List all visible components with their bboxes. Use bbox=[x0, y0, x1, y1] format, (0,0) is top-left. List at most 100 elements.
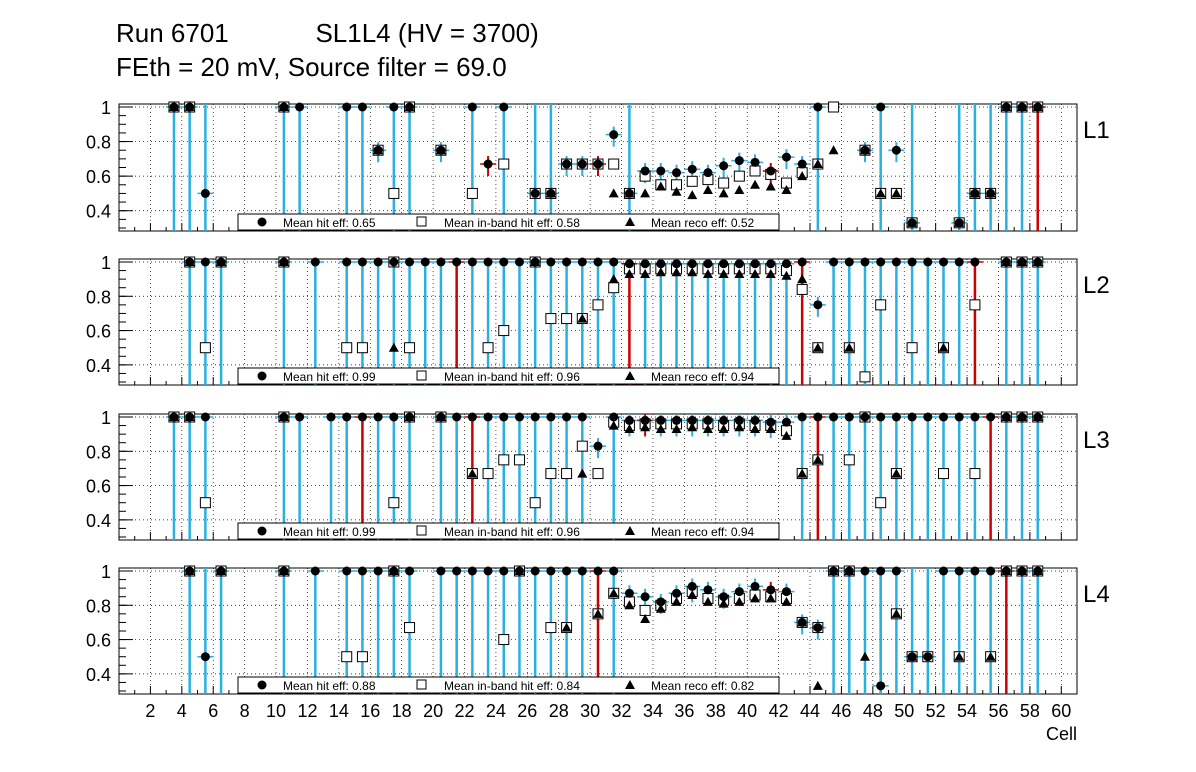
hit-eff-marker bbox=[891, 412, 901, 422]
reco-eff-marker bbox=[859, 145, 870, 155]
panel-l4: 0.4 0.6 0.8 1 Mean hit eff: 0.88 Mean in-band… bbox=[86, 562, 1110, 695]
reco-eff-marker bbox=[1001, 412, 1012, 421]
hit-eff-marker bbox=[734, 259, 744, 269]
panel-label: L3 bbox=[1083, 427, 1110, 454]
inband-eff-marker bbox=[404, 622, 416, 634]
hit-eff-marker bbox=[781, 587, 791, 597]
reco-eff-marker bbox=[750, 424, 761, 433]
reco-eff-marker bbox=[593, 608, 603, 618]
inband-eff-marker bbox=[482, 468, 494, 480]
hit-eff-marker bbox=[719, 592, 729, 602]
reco-eff-marker bbox=[168, 102, 179, 111]
legend-hit-label: Mean hit eff: 0.65 bbox=[283, 216, 376, 230]
reco-eff-marker bbox=[1032, 257, 1043, 266]
inband-eff-marker bbox=[466, 187, 478, 199]
hit-eff-marker bbox=[923, 412, 933, 422]
x-tick-label: 24 bbox=[486, 701, 506, 721]
x-tick-label: 60 bbox=[1051, 701, 1071, 721]
hit-eff-marker bbox=[483, 159, 493, 169]
reco-eff-marker bbox=[561, 622, 572, 632]
hit-eff-marker bbox=[342, 412, 352, 422]
hit-eff-marker bbox=[656, 259, 666, 269]
reco-eff-marker bbox=[750, 269, 761, 278]
reco-eff-marker bbox=[907, 651, 918, 661]
reco-eff-marker bbox=[765, 424, 776, 433]
hit-eff-marker bbox=[781, 417, 791, 427]
hit-eff-marker bbox=[829, 257, 839, 267]
hit-eff-marker bbox=[546, 412, 556, 422]
hit-eff-marker bbox=[797, 257, 807, 267]
inband-eff-marker bbox=[828, 101, 840, 113]
reco-eff-marker bbox=[184, 102, 195, 111]
reco-eff-marker bbox=[765, 181, 776, 191]
hit-eff-marker bbox=[640, 166, 650, 176]
x-tick-label: 4 bbox=[177, 701, 187, 721]
legend-hit-label: Mean hit eff: 0.99 bbox=[283, 525, 376, 539]
reco-eff-marker bbox=[718, 598, 729, 608]
y-tick-label: 0.6 bbox=[86, 167, 111, 187]
hit-eff-marker bbox=[954, 412, 964, 422]
hit-eff-marker bbox=[907, 257, 917, 267]
legend-inband-marker bbox=[416, 216, 427, 227]
reco-eff-marker bbox=[435, 145, 446, 155]
x-tick-label: 18 bbox=[392, 701, 412, 721]
reco-eff-marker bbox=[718, 188, 729, 198]
run-number: Run 6701 bbox=[116, 18, 229, 48]
x-tick-label: 38 bbox=[706, 701, 726, 721]
inband-eff-marker bbox=[356, 651, 368, 663]
reco-eff-marker bbox=[781, 596, 792, 606]
hit-eff-marker bbox=[562, 257, 572, 267]
legend-box bbox=[237, 213, 780, 231]
hit-eff-marker bbox=[609, 566, 619, 576]
hit-eff-marker bbox=[750, 415, 760, 425]
hit-eff-marker bbox=[389, 102, 399, 112]
hit-eff-marker bbox=[703, 259, 713, 269]
legend-box bbox=[237, 367, 780, 385]
legend-reco-label: Mean reco eff: 0.94 bbox=[651, 370, 755, 384]
hit-eff-marker bbox=[499, 412, 509, 422]
y-tick-label: 0.8 bbox=[86, 442, 111, 462]
hit-eff-marker bbox=[530, 412, 540, 422]
reco-eff-marker bbox=[985, 651, 996, 661]
reco-eff-marker bbox=[844, 342, 855, 352]
legend-inband-marker bbox=[416, 525, 427, 536]
x-tick-label: 6 bbox=[208, 701, 218, 721]
panel-l3: 0.4 0.6 0.8 1 Mean hit eff: 0.99 Mean in-band… bbox=[86, 408, 1110, 541]
hit-eff-marker bbox=[844, 412, 854, 422]
reco-eff-marker bbox=[184, 257, 195, 266]
hit-eff-marker bbox=[891, 566, 901, 576]
hit-eff-marker bbox=[357, 566, 367, 576]
legend-reco-label: Mean reco eff: 0.82 bbox=[651, 679, 755, 693]
legend-reco-marker bbox=[625, 680, 635, 689]
hit-eff-marker bbox=[295, 102, 305, 112]
reco-eff-marker bbox=[812, 454, 823, 464]
reco-eff-marker bbox=[687, 590, 698, 599]
hit-eff-marker bbox=[389, 412, 399, 422]
inband-eff-marker bbox=[906, 342, 918, 354]
reco-eff-marker bbox=[608, 420, 619, 430]
legend-hit-marker bbox=[257, 371, 267, 381]
x-tick-label: 28 bbox=[549, 701, 569, 721]
y-tick-label: 0.6 bbox=[86, 631, 111, 651]
reco-eff-marker bbox=[1017, 566, 1028, 575]
inband-eff-marker bbox=[592, 468, 604, 480]
hit-eff-marker bbox=[719, 415, 729, 425]
x-tick-label: 10 bbox=[266, 701, 286, 721]
hit-eff-marker bbox=[766, 259, 776, 269]
inband-eff-marker bbox=[341, 342, 353, 354]
legend-hit-marker bbox=[257, 217, 267, 227]
legend-inband-label: Mean in-band hit eff: 0.84 bbox=[444, 679, 580, 693]
panel-label: L1 bbox=[1083, 117, 1110, 144]
hit-eff-marker bbox=[200, 257, 210, 267]
hit-eff-marker bbox=[310, 566, 320, 576]
reco-eff-marker bbox=[875, 188, 886, 198]
reco-eff-marker bbox=[671, 186, 682, 196]
hit-eff-marker bbox=[750, 581, 760, 591]
inband-eff-marker bbox=[843, 454, 855, 466]
hit-eff-marker bbox=[640, 415, 650, 425]
hit-eff-marker bbox=[656, 166, 666, 176]
hit-eff-marker bbox=[781, 152, 791, 162]
x-tick-label: 50 bbox=[894, 701, 914, 721]
y-tick-label: 0.6 bbox=[86, 322, 111, 342]
reco-eff-marker bbox=[624, 188, 635, 198]
